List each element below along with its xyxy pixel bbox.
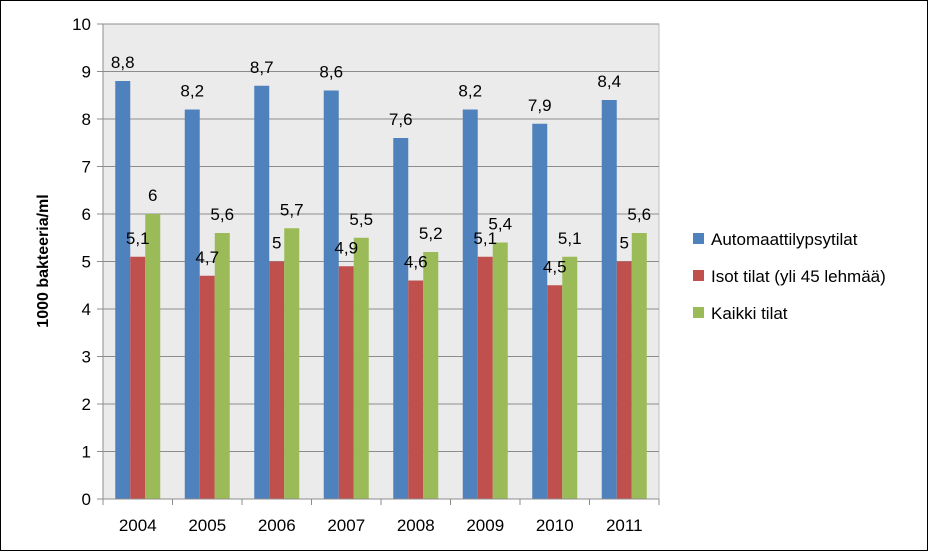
x-axis: 2004 2005 2006 2007 2008 2009 2010 2011 [102, 498, 660, 535]
bar [353, 237, 369, 499]
bars [115, 81, 647, 499]
data-label: 4,7 [195, 248, 219, 267]
x-tick-label: 2009 [466, 516, 504, 535]
y-tick-label: 3 [82, 348, 91, 367]
data-label: 5,6 [210, 205, 234, 224]
y-tick-label: 8 [82, 110, 91, 129]
x-tick-label: 2007 [327, 516, 365, 535]
y-tick-label: 6 [82, 205, 91, 224]
data-label: 8,2 [180, 82, 204, 101]
bar [601, 100, 617, 499]
x-tick-label: 2004 [119, 516, 157, 535]
x-tick-label: 2005 [188, 516, 226, 535]
bar [115, 81, 131, 499]
data-label: 5,2 [419, 224, 443, 243]
data-label: 5,1 [558, 229, 582, 248]
y-tick-label: 1 [82, 443, 91, 462]
y-tick-label: 5 [82, 253, 91, 272]
bar [462, 109, 478, 499]
y-tick-label: 10 [72, 15, 91, 34]
y-tick-label: 9 [82, 63, 91, 82]
data-label: 8,6 [319, 63, 343, 82]
legend-label: Kaikki tilat [711, 304, 788, 323]
data-label: 5,7 [280, 200, 304, 219]
bar [214, 233, 230, 499]
data-label: 8,7 [250, 58, 274, 77]
bar [492, 242, 508, 499]
y-tick-label: 0 [82, 490, 91, 509]
legend-label: Isot tilat (yli 45 lehmää) [711, 267, 886, 286]
bar [408, 280, 424, 499]
data-label: 8,4 [597, 72, 621, 91]
y-tick-label: 2 [82, 395, 91, 414]
data-label: 5,1 [126, 229, 150, 248]
data-label: 5,4 [488, 215, 512, 234]
bar [562, 256, 578, 499]
bar [423, 252, 439, 499]
bar [254, 85, 270, 499]
data-label: 7,9 [528, 96, 552, 115]
x-tick-label: 2008 [397, 516, 435, 535]
data-label: 4,6 [404, 253, 428, 272]
bar [338, 266, 354, 499]
data-label: 7,6 [389, 110, 413, 129]
x-tick-label: 2010 [536, 516, 574, 535]
legend-swatch [693, 307, 704, 318]
legend: Automaattilypsytilat Isot tilat (yli 45 l… [693, 230, 886, 323]
legend-label: Automaattilypsytilat [711, 230, 858, 249]
bar [532, 123, 548, 499]
y-tick-label: 7 [82, 158, 91, 177]
bar [547, 285, 563, 499]
data-label: 8,2 [458, 82, 482, 101]
data-labels: 8,8 5,1 6 8,2 4,7 5,6 8,7 5 5,7 8,6 4,9 5,5 7,6 4,6 5,… [111, 53, 651, 276]
x-tick-label: 2011 [606, 516, 643, 535]
data-label: 5,6 [627, 205, 651, 224]
data-label: 8,8 [111, 53, 135, 72]
bar [323, 90, 339, 499]
bar [631, 233, 647, 499]
x-tick-label: 2006 [258, 516, 296, 535]
bar [616, 261, 632, 499]
bar [130, 256, 146, 499]
bar [145, 214, 161, 499]
y-tick-label: 4 [82, 300, 91, 319]
data-label: 4,5 [543, 257, 567, 276]
bar [477, 256, 493, 499]
bar [393, 138, 409, 499]
y-axis: 0 1 2 3 4 5 6 7 8 9 10 [72, 15, 104, 509]
y-axis-title: 1000 bakteeria/ml [35, 194, 52, 327]
data-label: 6 [148, 186, 157, 205]
data-label: 5,5 [349, 210, 373, 229]
data-label: 5,1 [473, 229, 497, 248]
bar [184, 109, 200, 499]
data-label: 5 [620, 234, 629, 253]
bar [199, 275, 215, 499]
bar [269, 261, 285, 499]
legend-swatch [693, 233, 704, 244]
data-label: 4,9 [334, 238, 358, 257]
bar [284, 228, 300, 499]
legend-swatch [693, 270, 704, 281]
data-label: 5 [272, 234, 281, 253]
